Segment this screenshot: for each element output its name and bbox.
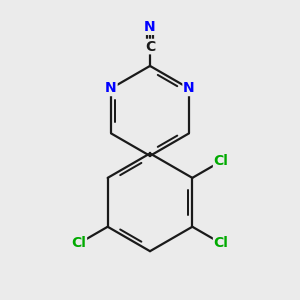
Text: Cl: Cl <box>214 154 229 168</box>
Text: N: N <box>144 20 156 34</box>
Text: Cl: Cl <box>214 236 229 250</box>
Text: N: N <box>183 81 195 95</box>
Text: C: C <box>145 40 155 54</box>
Text: N: N <box>105 81 117 95</box>
Text: Cl: Cl <box>71 236 86 250</box>
